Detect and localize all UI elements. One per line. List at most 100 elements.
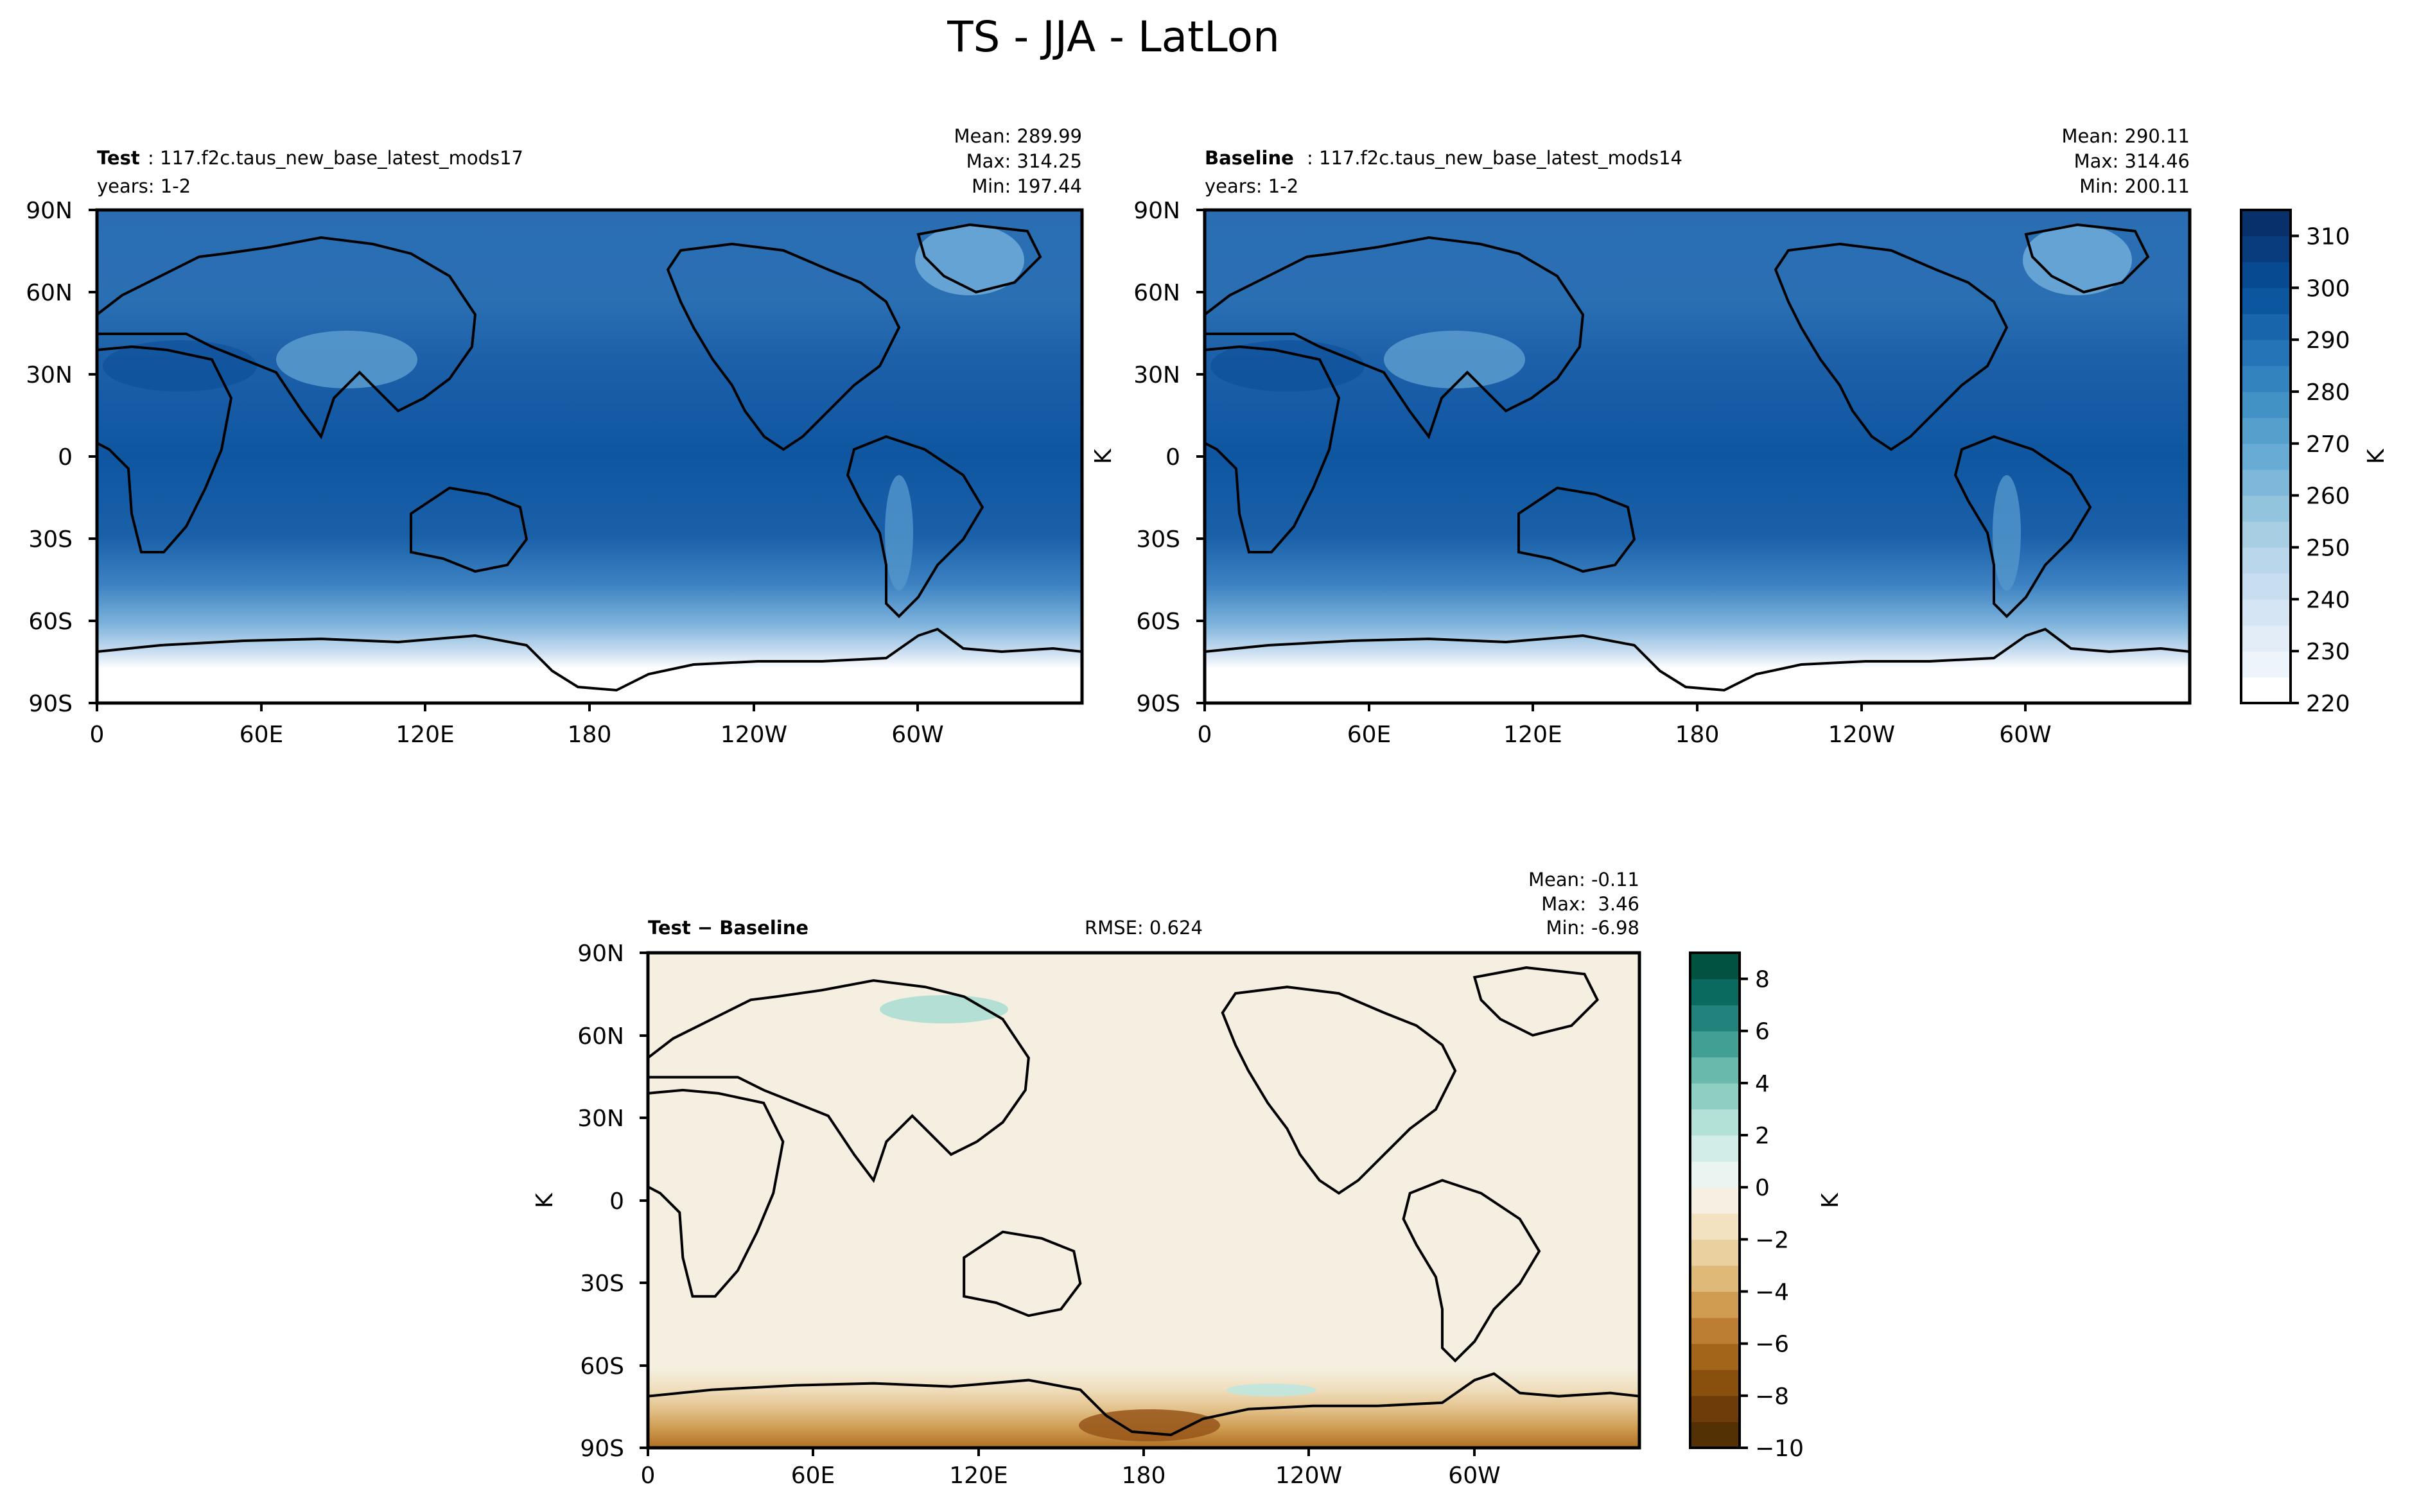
diff-colorbar-swatch [1690,1343,1740,1370]
baseline-ytick-label: 60S [1136,609,1180,635]
diff-coast-greenland [1472,966,1599,1037]
test-xtick-label: 120E [396,722,454,748]
diff-rmse: RMSE: 0.624 [1085,917,1203,939]
main-colorbar-swatch [2241,521,2291,548]
test-xtick-label: 60E [240,722,284,748]
baseline-tibet-cold-region [1384,331,1525,388]
test-ytick-label: 30S [28,526,73,553]
diff-ytick-label: 90S [580,1436,624,1462]
diff-coast-south-america [1402,1179,1541,1363]
test-greenland-cold-region [915,225,1024,295]
diff-colorbar-swatch [1690,1187,1740,1214]
diff-ytick-label: 60N [577,1023,624,1050]
diff-colorbar-tick-label: 8 [1755,967,1770,993]
test-coast-south-america [846,435,984,618]
baseline-ytick-label: 30N [1133,362,1180,388]
baseline-years: years: 1-2 [1205,175,1298,197]
diff-colorbar-swatch [1690,1421,1740,1448]
diff-colorbar-tick-label: −4 [1755,1280,1789,1306]
main-colorbar-swatch [2241,651,2291,678]
test-title-bold: Test [97,147,140,169]
diff-colorbar-swatch [1690,1135,1740,1162]
test-andes-cold-region [885,475,913,591]
baseline-xtick-label: 120E [1503,722,1562,748]
diff-colorbar-swatch [1690,1369,1740,1396]
test-tibet-cold-region [276,331,417,388]
diff-colorbar-tick-label: −10 [1755,1436,1804,1462]
main-colorbar-tick-label: 290 [2306,327,2350,354]
diff-colorbar-swatch [1690,1239,1740,1266]
baseline-stat-max: Max: 314.46 [2074,150,2190,172]
diff-colorbar-swatch [1690,1213,1740,1240]
baseline-coast-north-america [1774,242,2009,451]
test-coast-greenland [916,223,1042,294]
test-coast-north-america [666,242,901,451]
baseline-andes-cold-region [1993,475,2021,591]
test-ytick-marks [89,209,97,704]
baseline-title-rest: : 117.f2c.taus_new_base_latest_mods14 [1307,147,1682,169]
main-colorbar-swatch [2241,210,2291,237]
diff-colorbar-swatch [1690,1161,1740,1188]
main-colorbar-swatches [2241,210,2291,704]
test-xtick-marks [96,703,919,711]
main-colorbar-tick-label: 240 [2306,587,2350,613]
diff-colorbar-tick-label: 0 [1755,1175,1770,1201]
diff-stat-min: Min: -6.98 [1546,917,1639,939]
main-colorbar-frame [2240,209,2292,704]
diff-colorbar-swatch [1690,1291,1740,1318]
diff-colorbar-swatch [1690,978,1740,1005]
diff-ytick-label: 60S [580,1353,624,1380]
baseline-xtick-label: 180 [1675,722,1720,748]
baseline-ytick-marks [1196,209,1205,704]
diff-colorbar-frame [1689,952,1741,1449]
baseline-yaxis: 90N 60N 30N 0 30S 60S 90S [1133,198,1180,717]
baseline-stat-mean: Mean: 290.11 [2062,125,2190,147]
diff-ytick-label: 0 [609,1188,624,1215]
baseline-ytick-label: 90N [1133,198,1180,224]
test-ytick-label: 60S [28,609,73,635]
diff-colorbar-ticks: 8 6 4 2 0 −2 −4 −6 −8 −10 [1740,967,1804,1462]
diff-coast-europe-asia [648,979,1030,1183]
test-map-background [97,210,1082,703]
main-colorbar-tick-label: 250 [2306,535,2350,561]
main-colorbar-tick-label: 310 [2306,223,2350,250]
test-xtick-label: 60W [891,722,943,748]
figure-title: TS - JJA - LatLon [947,12,1280,62]
test-ytick-label: 90S [28,691,73,717]
test-coast-europe-asia [97,236,477,440]
main-colorbar-swatch [2241,288,2291,315]
diff-xaxis: 0 60E 120E 180 120W 60W [641,1463,1501,1489]
diff-siberia-positive-anomaly [880,995,1008,1023]
diff-xtick-label: 120E [949,1463,1008,1489]
baseline-ytick-label: 60N [1133,280,1180,306]
baseline-map-background [1205,210,2190,703]
main-colorbar-swatch [2241,443,2291,470]
diff-coast-australia [963,1230,1082,1317]
diff-panel: Test − Baseline RMSE: 0.624 Mean: -0.11 … [532,869,1641,1489]
baseline-map-field [1205,210,2190,703]
test-coast-africa [97,345,233,553]
diff-map-field [648,953,1639,1448]
baseline-xtick-label: 0 [1198,722,1212,748]
test-ytick-label: 90N [26,198,73,224]
diff-colorbar-tick-label: 6 [1755,1019,1770,1045]
main-colorbar-swatch [2241,261,2291,288]
main-colorbar-tick-label: 270 [2306,431,2350,458]
diff-colorbar-swatch [1690,1030,1740,1057]
test-stat-max: Max: 314.25 [966,150,1082,172]
main-colorbar: 310 300 290 280 270 260 250 240 230 220 K [2240,209,2389,717]
baseline-greenland-cold-region [2023,225,2132,295]
diff-colorbar-swatch [1690,1395,1740,1423]
diff-ylabel: K [532,1192,558,1208]
baseline-ytick-label: 30S [1136,526,1180,553]
diff-colorbar-swatch [1690,1109,1740,1136]
diff-coast-north-america [1221,986,1457,1195]
test-sahara-warm-region [103,340,257,392]
diff-colorbar: 8 6 4 2 0 −2 −4 −6 −8 −10 K [1689,952,1844,1462]
main-colorbar-swatch [2241,599,2291,626]
baseline-xtick-label: 120W [1828,722,1895,748]
baseline-xtick-label: 60W [1999,722,2051,748]
main-colorbar-swatch [2241,417,2291,444]
main-colorbar-label: K [2363,448,2389,464]
test-panel: Test : 117.f2c.taus_new_base_latest_mods… [26,125,1084,748]
